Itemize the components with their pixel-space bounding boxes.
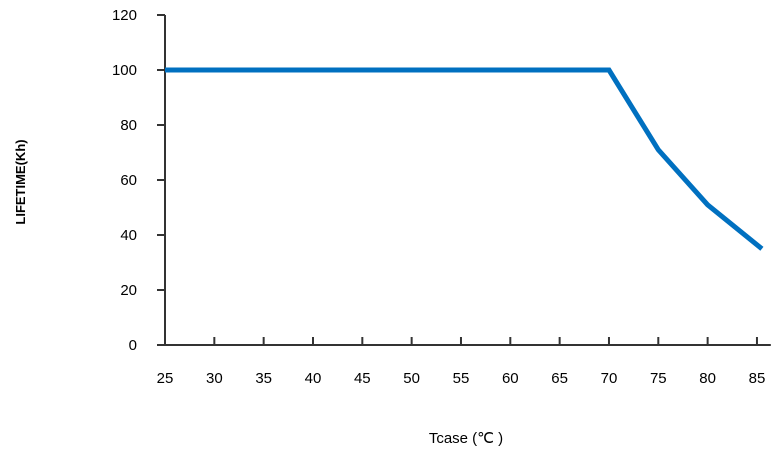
y-tick-label: 0	[129, 337, 137, 354]
x-tick-label: 55	[453, 370, 470, 387]
series	[165, 67, 764, 251]
series-line	[165, 67, 764, 251]
x-axis-title: Tcase (℃ )	[429, 430, 503, 447]
y-tick-label: 120	[112, 7, 137, 24]
x-tick-label: 45	[354, 370, 371, 387]
axes	[164, 15, 771, 346]
y-tick-label: 60	[120, 172, 137, 189]
x-tick-label: 85	[749, 370, 766, 387]
x-tick-label: 35	[255, 370, 272, 387]
x-tick-label: 80	[699, 370, 716, 387]
y-tick-label: 80	[120, 117, 137, 134]
x-tick-label: 60	[502, 370, 519, 387]
x-tick-label: 65	[551, 370, 568, 387]
y-ticks: 0 20 40 60 80 100 120	[112, 7, 165, 354]
x-tick-label: 50	[403, 370, 420, 387]
y-tick-label: 100	[112, 62, 137, 79]
y-tick-label: 40	[120, 227, 137, 244]
x-tick-label: 25	[157, 370, 174, 387]
y-axis-title: LIFETIME(Kh)	[13, 139, 28, 224]
x-tick-label: 40	[305, 370, 322, 387]
y-tick-label: 20	[120, 282, 137, 299]
x-ticks: 25 30 35 40 45 50 55 60 65 70 75 80 85	[157, 337, 766, 387]
x-tick-label: 30	[206, 370, 223, 387]
x-tick-label: 70	[601, 370, 618, 387]
x-tick-label: 75	[650, 370, 667, 387]
